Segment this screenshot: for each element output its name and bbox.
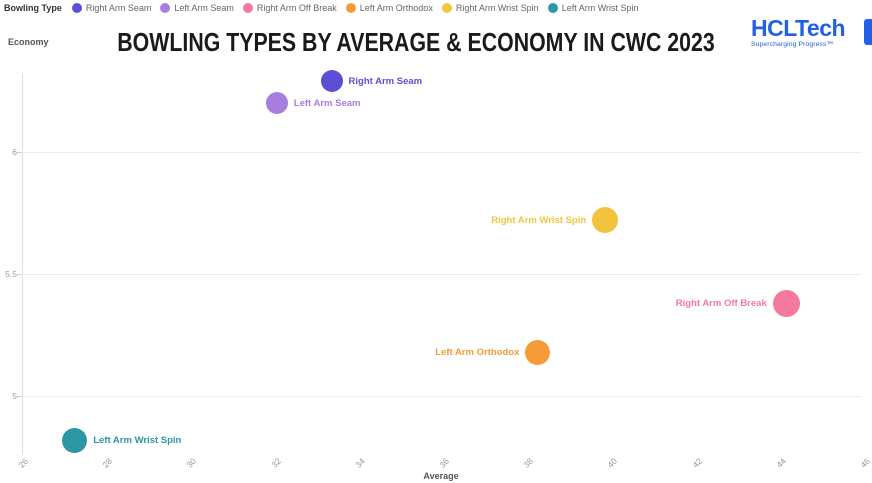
legend-swatch-icon xyxy=(345,3,356,13)
legend-item-right-arm-wrist-spin[interactable]: Right Arm Wrist Spin xyxy=(441,3,539,13)
legend-item-right-arm-seam[interactable]: Right Arm Seam xyxy=(71,3,152,13)
legend-swatch-icon xyxy=(441,3,452,13)
x-tick-label: 46 xyxy=(858,456,872,470)
y-tick-mark xyxy=(17,274,22,276)
legend-item-label: Right Arm Seam xyxy=(85,3,152,13)
legend-item-right-arm-off-break[interactable]: Right Arm Off Break xyxy=(242,3,337,13)
bubble-right-arm-wrist-spin[interactable] xyxy=(592,207,619,234)
x-tick-label: 32 xyxy=(268,456,283,470)
x-tick-label: 26 xyxy=(16,456,31,470)
bubble-label-right-arm-off-break: Right Arm Off Break xyxy=(675,298,767,310)
chart-title: BOWLING TYPES BY AVERAGE & ECONOMY IN CW… xyxy=(117,27,715,57)
legend-item-label: Left Arm Orthodox xyxy=(359,3,433,13)
bubble-right-arm-off-break[interactable] xyxy=(772,289,800,317)
y-axis-title: Economy xyxy=(8,37,49,47)
legend-item-label: Right Arm Wrist Spin xyxy=(455,3,539,13)
legend-swatch-icon xyxy=(242,3,253,13)
y-tick-label: 6 xyxy=(12,146,17,157)
y-axis-line xyxy=(22,73,23,455)
bubble-label-left-arm-seam: Left Arm Seam xyxy=(293,97,361,109)
bubble-left-arm-wrist-spin[interactable] xyxy=(62,427,88,453)
y-gridline xyxy=(22,274,862,276)
x-tick-label: 42 xyxy=(689,456,704,470)
bubble-left-arm-orthodox[interactable] xyxy=(525,339,551,365)
legend-item-left-arm-orthodox[interactable]: Left Arm Orthodox xyxy=(345,3,433,13)
legend-item-label: Left Arm Seam xyxy=(174,3,234,13)
hcltech-logo-tagline: Supercharging Progress™ xyxy=(751,41,834,48)
legend-title: Bowling Type xyxy=(4,3,62,13)
legend-item-left-arm-seam[interactable]: Left Arm Seam xyxy=(160,3,234,13)
legend-swatch-icon xyxy=(547,3,558,13)
x-tick-label: 34 xyxy=(353,456,367,470)
hcltech-logo: HCLTech Supercharging Progress™ xyxy=(751,15,851,49)
legend-item-label: Left Arm Wrist Spin xyxy=(561,3,639,13)
legend-item-label: Right Arm Off Break xyxy=(256,3,337,13)
bubble-label-left-arm-orthodox: Left Arm Orthodox xyxy=(435,347,520,359)
legend-swatch-icon xyxy=(71,3,82,13)
hcltech-logo-text: HCLTech xyxy=(751,15,846,41)
legend-item-left-arm-wrist-spin[interactable]: Left Arm Wrist Spin xyxy=(547,3,639,13)
x-tick-label: 30 xyxy=(184,456,199,470)
y-tick-label: 5 xyxy=(12,391,17,402)
x-tick-label: 40 xyxy=(605,456,620,470)
y-tick-mark xyxy=(17,396,22,398)
y-tick-mark xyxy=(17,151,22,153)
x-tick-label: 44 xyxy=(774,456,788,470)
y-gridline xyxy=(22,396,862,398)
y-gridline xyxy=(22,151,862,153)
x-axis-title: Average xyxy=(423,471,459,481)
x-tick-label: 28 xyxy=(100,456,115,470)
logo-flag-icon xyxy=(864,19,872,45)
y-tick-label: 5.5 xyxy=(5,269,17,280)
bubble-left-arm-seam[interactable] xyxy=(265,91,288,114)
bubble-label-left-arm-wrist-spin: Left Arm Wrist Spin xyxy=(93,435,182,447)
chart-legend: Bowling Type Right Arm Seam Left Arm Seam… xyxy=(4,3,639,13)
bubble-label-right-arm-seam: Right Arm Seam xyxy=(348,75,423,87)
bubble-right-arm-seam[interactable] xyxy=(320,69,343,92)
x-tick-label: 38 xyxy=(521,456,536,470)
bubble-label-right-arm-wrist-spin: Right Arm Wrist Spin xyxy=(491,215,587,227)
legend-swatch-icon xyxy=(160,3,171,13)
